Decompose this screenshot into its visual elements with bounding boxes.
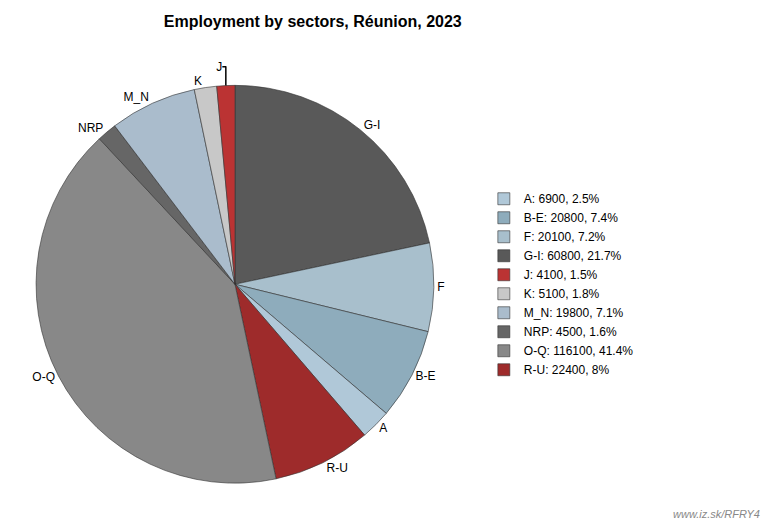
svg-text:G-I: 60800, 21.7%: G-I: 60800, 21.7%	[524, 249, 622, 263]
svg-text:Employment by sectors, Réunion: Employment by sectors, Réunion, 2023	[164, 13, 462, 30]
svg-text:K: 5100, 1.8%: K: 5100, 1.8%	[524, 287, 600, 301]
svg-text:B-E: 20800, 7.4%: B-E: 20800, 7.4%	[524, 211, 618, 225]
svg-text:M_N: M_N	[124, 90, 149, 104]
svg-text:NRP: 4500, 1.6%: NRP: 4500, 1.6%	[524, 325, 617, 339]
svg-text:F: F	[437, 280, 444, 294]
svg-text:O-Q: 116100, 41.4%: O-Q: 116100, 41.4%	[524, 344, 634, 358]
svg-text:J: 4100, 1.5%: J: 4100, 1.5%	[524, 268, 598, 282]
svg-text:NRP: NRP	[78, 121, 103, 135]
svg-text:O-Q: O-Q	[32, 370, 55, 384]
svg-text:R-U: 22400, 8%: R-U: 22400, 8%	[524, 363, 610, 377]
svg-text:M_N: 19800, 7.1%: M_N: 19800, 7.1%	[524, 306, 624, 320]
svg-text:J: J	[216, 60, 222, 74]
svg-text:F: 20100, 7.2%: F: 20100, 7.2%	[524, 230, 606, 244]
svg-text:A: 6900, 2.5%: A: 6900, 2.5%	[524, 192, 600, 206]
svg-text:G-I: G-I	[364, 118, 381, 132]
svg-text:R-U: R-U	[327, 461, 348, 475]
svg-text:A: A	[379, 421, 387, 435]
svg-text:www.iz.sk/RFRY4: www.iz.sk/RFRY4	[673, 508, 760, 520]
svg-text:K: K	[194, 74, 202, 88]
svg-text:B-E: B-E	[415, 369, 435, 383]
